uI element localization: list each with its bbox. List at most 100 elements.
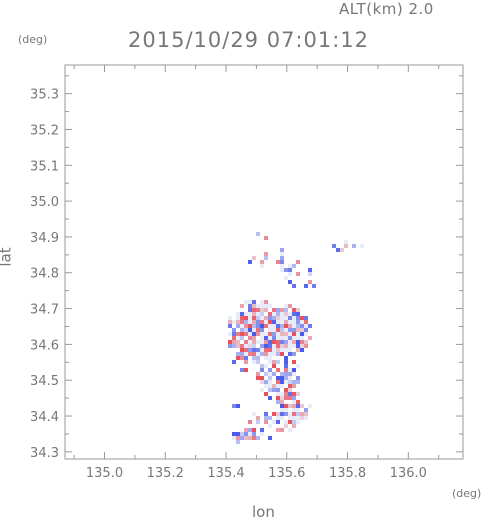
- y-tick-label: 35.2: [30, 123, 59, 138]
- data-cell: [232, 340, 236, 344]
- data-cell: [236, 316, 240, 320]
- data-cell: [284, 356, 288, 360]
- data-cell: [280, 416, 284, 420]
- data-cell: [240, 436, 244, 440]
- data-cell: [292, 408, 296, 412]
- data-cell: [276, 392, 280, 396]
- data-cell: [288, 336, 292, 340]
- data-cell: [268, 360, 272, 364]
- data-cell: [272, 312, 276, 316]
- data-cell: [236, 344, 240, 348]
- data-cell: [244, 432, 248, 436]
- data-cell: [240, 324, 244, 328]
- data-cell: [288, 328, 292, 332]
- data-cell: [280, 336, 284, 340]
- data-cell: [264, 332, 268, 336]
- data-cell: [296, 392, 300, 396]
- data-cell: [236, 436, 240, 440]
- data-cell: [240, 344, 244, 348]
- data-cell: [280, 348, 284, 352]
- data-cell: [248, 436, 252, 440]
- data-cell: [256, 416, 260, 420]
- data-cell: [240, 332, 244, 336]
- data-cell: [264, 236, 268, 240]
- data-cell: [240, 320, 244, 324]
- data-cell: [236, 404, 240, 408]
- data-cell: [288, 376, 292, 380]
- data-cell: [244, 348, 248, 352]
- data-cell: [232, 328, 236, 332]
- data-cell: [292, 312, 296, 316]
- data-cell: [232, 336, 236, 340]
- data-cell: [272, 344, 276, 348]
- y-axis-unit: (deg): [18, 33, 48, 46]
- data-cell: [260, 428, 264, 432]
- data-cell: [244, 436, 248, 440]
- data-cell: [236, 324, 240, 328]
- data-cell: [280, 252, 284, 256]
- data-cell: [256, 372, 260, 376]
- data-cell: [228, 320, 232, 324]
- data-cell: [292, 392, 296, 396]
- data-cell: [296, 324, 300, 328]
- data-cell: [296, 408, 300, 412]
- data-cell: [284, 324, 288, 328]
- data-cell: [280, 268, 284, 272]
- data-cell: [252, 344, 256, 348]
- data-cell: [240, 336, 244, 340]
- data-cell: [236, 432, 240, 436]
- data-cell: [276, 324, 280, 328]
- data-cell: [244, 312, 248, 316]
- data-cell: [284, 336, 288, 340]
- data-cell: [256, 360, 260, 364]
- data-cell: [260, 316, 264, 320]
- data-cell: [280, 340, 284, 344]
- data-cell: [288, 324, 292, 328]
- data-cell: [276, 412, 280, 416]
- data-cell: [240, 368, 244, 372]
- data-cell: [284, 392, 288, 396]
- data-cell: [268, 348, 272, 352]
- data-cell: [284, 316, 288, 320]
- data-cell: [296, 404, 300, 408]
- y-tick-label: 34.8: [30, 267, 59, 282]
- data-cell: [252, 340, 256, 344]
- data-cell: [308, 336, 312, 340]
- x-tick-label: 135.0: [86, 466, 123, 481]
- data-cells: [228, 232, 364, 444]
- data-cell: [292, 284, 296, 288]
- data-cell: [288, 420, 292, 424]
- data-cell: [268, 388, 272, 392]
- data-cell: [284, 328, 288, 332]
- data-cell: [280, 380, 284, 384]
- data-cell: [248, 304, 252, 308]
- data-cell: [292, 332, 296, 336]
- data-cell: [240, 432, 244, 436]
- data-cell: [228, 332, 232, 336]
- data-cell: [280, 352, 284, 356]
- data-cell: [312, 284, 316, 288]
- data-cell: [264, 420, 268, 424]
- data-cell: [228, 340, 232, 344]
- data-cell: [268, 384, 272, 388]
- data-cell: [280, 404, 284, 408]
- data-cell: [352, 244, 356, 248]
- data-cell: [284, 304, 288, 308]
- data-cell: [260, 388, 264, 392]
- data-cell: [292, 396, 296, 400]
- data-cell: [288, 352, 292, 356]
- data-cell: [288, 404, 292, 408]
- data-cell: [304, 324, 308, 328]
- data-cell: [264, 416, 268, 420]
- data-cell: [288, 320, 292, 324]
- data-cell: [232, 332, 236, 336]
- data-cell: [304, 332, 308, 336]
- data-cell: [280, 384, 284, 388]
- data-cell: [304, 408, 308, 412]
- data-cell: [272, 328, 276, 332]
- data-cell: [284, 380, 288, 384]
- data-cell: [292, 416, 296, 420]
- data-cell: [288, 348, 292, 352]
- data-cell: [272, 324, 276, 328]
